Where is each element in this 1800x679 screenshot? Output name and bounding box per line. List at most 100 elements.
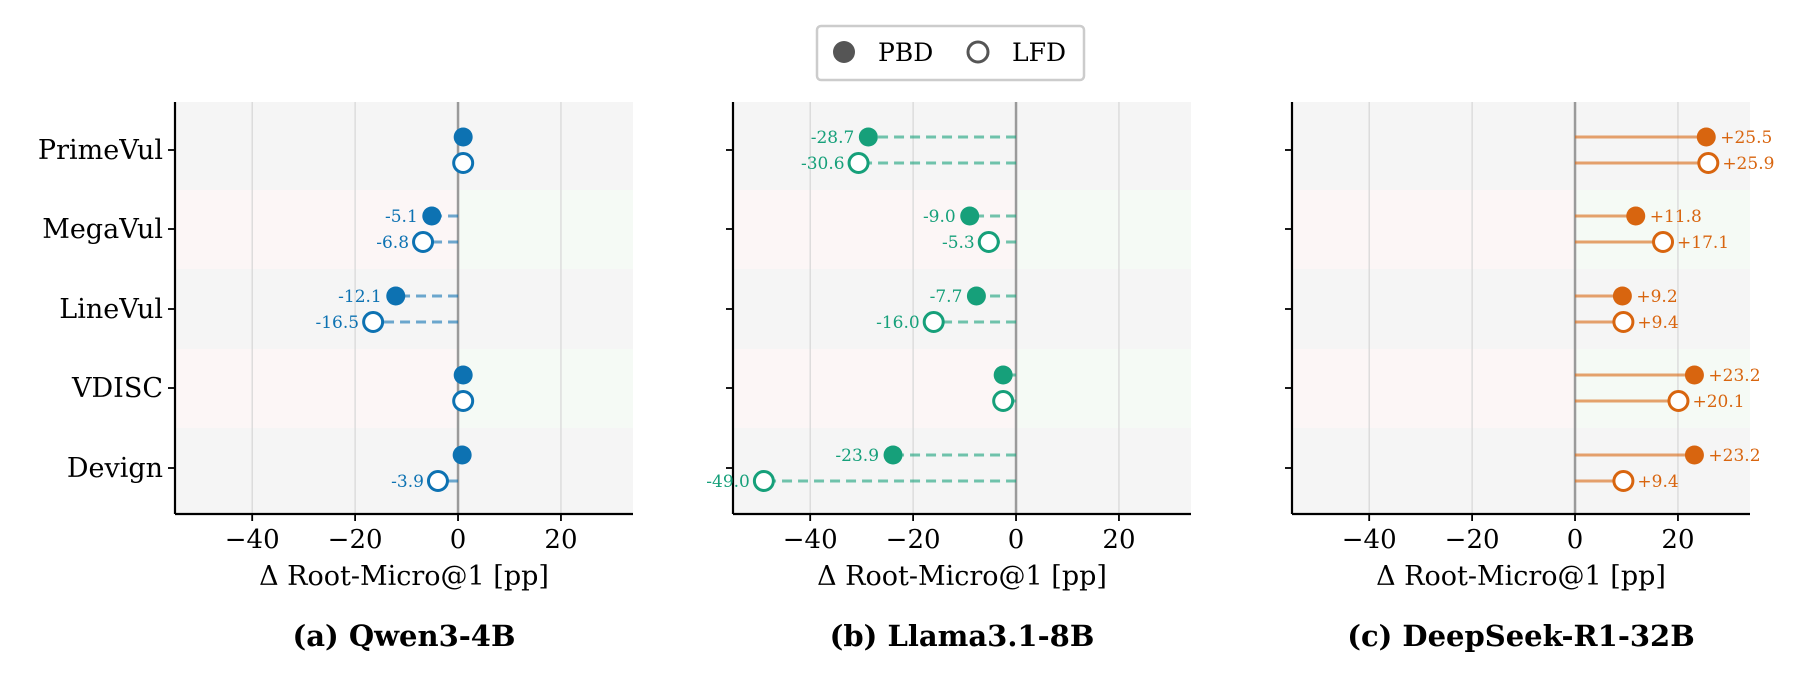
- point-pbd-primevul: [858, 127, 878, 147]
- point-lfd-vdisc: [992, 390, 1015, 412]
- band-negative: [733, 190, 1017, 269]
- value-label-lfd-linevul: +9.4: [1637, 313, 1678, 333]
- x-tick-label: −20: [328, 525, 383, 555]
- band-positive: [1016, 428, 1191, 514]
- value-label-pbd-vdisc: +23.2: [1708, 366, 1760, 386]
- band-positive: [1016, 269, 1191, 349]
- band-negative: [1292, 269, 1576, 349]
- band-positive: [1575, 102, 1750, 190]
- value-label-pbd-megavul: -5.1: [385, 207, 418, 227]
- point-lfd-primevul: [847, 152, 870, 174]
- band-negative: [733, 269, 1017, 349]
- point-pbd-primevul: [453, 127, 473, 147]
- point-lfd-vdisc: [452, 390, 475, 412]
- band-positive: [1575, 428, 1750, 514]
- point-lfd-linevul: [922, 311, 945, 333]
- x-axis-label: Δ Root-Micro@1 [pp]: [817, 561, 1107, 592]
- x-tick-label: −40: [225, 525, 280, 555]
- panel-a-qwen3-4b: −40 −20 0 20 PrimeVul MegaVul LineVul VDISC Devi…: [38, 102, 633, 653]
- y-tick-label-linevul: LineVul: [59, 294, 163, 325]
- y-tick-label-vdisc: VDISC: [71, 373, 163, 404]
- panel-c-deepseek-r1-32b: −40 −20 0 20 +25.5 +11.8 +9.2 +23.2 +23.2 +25.9 +1…: [1285, 102, 1774, 653]
- point-lfd-devign: [1612, 470, 1635, 492]
- band-negative: [175, 190, 459, 269]
- point-pbd-vdisc: [993, 365, 1013, 385]
- band-positive: [458, 349, 633, 428]
- band-positive: [1016, 102, 1191, 190]
- legend-label-lfd: LFD: [1012, 38, 1066, 67]
- value-label-pbd-megavul: +11.8: [1650, 207, 1702, 227]
- x-tick-label: 0: [1567, 525, 1584, 555]
- point-pbd-megavul: [1626, 206, 1646, 226]
- value-label-lfd-devign: -3.9: [391, 472, 424, 492]
- band-positive: [458, 190, 633, 269]
- point-lfd-primevul: [452, 152, 475, 174]
- point-pbd-devign: [452, 445, 472, 465]
- value-label-lfd-devign: -49.0: [706, 472, 750, 492]
- panel-title: (b) Llama3.1-8B: [830, 619, 1095, 653]
- y-tick-label-devign: Devign: [67, 453, 163, 484]
- value-label-pbd-devign: +23.2: [1708, 446, 1760, 466]
- band-negative: [1292, 102, 1576, 190]
- point-pbd-linevul: [1612, 286, 1632, 306]
- band-positive: [1575, 269, 1750, 349]
- point-lfd-devign: [752, 470, 775, 492]
- band-negative: [175, 428, 459, 514]
- value-label-lfd-linevul: -16.5: [316, 313, 360, 333]
- band-positive: [1575, 190, 1750, 269]
- value-label-pbd-devign: -23.9: [835, 446, 879, 466]
- band-positive: [458, 102, 633, 190]
- point-pbd-megavul: [960, 206, 980, 226]
- point-pbd-primevul: [1696, 127, 1716, 147]
- value-label-pbd-linevul: -12.1: [338, 287, 382, 307]
- point-pbd-vdisc: [1684, 365, 1704, 385]
- band-negative: [1292, 190, 1576, 269]
- band-negative: [733, 428, 1017, 514]
- x-axis-label: Δ Root-Micro@1 [pp]: [259, 561, 549, 592]
- band-negative: [1292, 349, 1576, 428]
- point-pbd-linevul: [386, 286, 406, 306]
- band-negative: [175, 349, 459, 428]
- value-label-lfd-megavul: -5.3: [942, 233, 975, 253]
- x-tick-label: 20: [1661, 525, 1694, 555]
- band-negative: [733, 349, 1017, 428]
- x-tick-label: 20: [1102, 525, 1135, 555]
- point-lfd-megavul: [412, 231, 435, 253]
- value-label-lfd-devign: +9.4: [1637, 472, 1678, 492]
- value-label-lfd-megavul: +17.1: [1677, 233, 1729, 253]
- point-lfd-megavul: [977, 231, 1000, 253]
- y-tick-label-primevul: PrimeVul: [38, 135, 163, 166]
- point-pbd-vdisc: [453, 365, 473, 385]
- value-label-pbd-linevul: +9.2: [1636, 287, 1677, 307]
- band-positive: [1016, 349, 1191, 428]
- value-label-pbd-primevul: -28.7: [811, 128, 855, 148]
- legend-marker-filled: [833, 41, 855, 63]
- x-tick-label: 0: [450, 525, 467, 555]
- panels: −40 −20 0 20 PrimeVul MegaVul LineVul VDISC Devi…: [38, 102, 1774, 653]
- value-label-pbd-linevul: -7.7: [930, 287, 963, 307]
- point-pbd-megavul: [422, 206, 442, 226]
- value-label-pbd-megavul: -9.0: [923, 207, 956, 227]
- point-lfd-linevul: [362, 311, 385, 333]
- legend: PBD LFD: [815, 24, 1086, 82]
- x-tick-label: −20: [886, 525, 941, 555]
- x-tick-label: −40: [783, 525, 838, 555]
- legend-label-pbd: PBD: [878, 38, 933, 67]
- x-tick-label: 20: [544, 525, 577, 555]
- value-label-lfd-linevul: -16.0: [876, 313, 920, 333]
- x-tick-label: −40: [1342, 525, 1397, 555]
- x-tick-label: 0: [1008, 525, 1025, 555]
- panel-title: (a) Qwen3-4B: [293, 619, 516, 653]
- point-lfd-devign: [426, 470, 449, 492]
- point-lfd-linevul: [1612, 311, 1635, 333]
- band-positive: [458, 269, 633, 349]
- value-label-lfd-primevul: -30.6: [801, 154, 845, 174]
- band-positive: [1016, 190, 1191, 269]
- band-positive: [458, 428, 633, 514]
- point-lfd-megavul: [1652, 231, 1675, 253]
- legend-box: [815, 24, 1086, 82]
- x-axis-label: Δ Root-Micro@1 [pp]: [1376, 561, 1666, 592]
- value-label-lfd-primevul: +25.9: [1722, 154, 1774, 174]
- legend-marker-hollow: [966, 40, 990, 64]
